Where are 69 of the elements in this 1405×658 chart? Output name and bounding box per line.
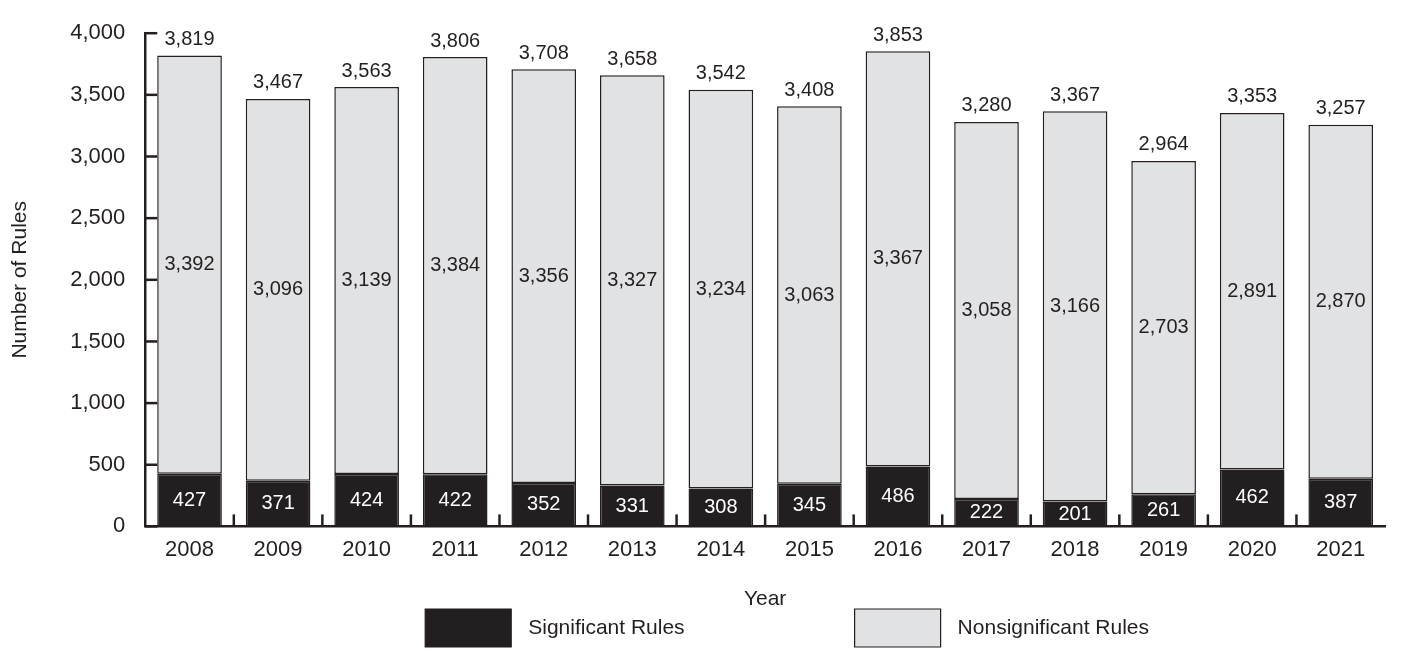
x-tick-label: 2013 <box>607 535 657 561</box>
data-label: 424 <box>349 487 384 510</box>
data-label: 345 <box>792 492 827 515</box>
total-label: 3,542 <box>695 61 746 84</box>
total-label: 3,853 <box>872 22 923 45</box>
data-label: 3,384 <box>430 253 481 276</box>
legend-label: Nonsignificant Rules <box>957 614 1150 638</box>
total-label: 3,658 <box>607 46 658 69</box>
y-tick-label: 4,000 <box>70 19 126 45</box>
data-label: 3,367 <box>872 246 923 269</box>
x-tick-label: 2014 <box>696 535 746 561</box>
total-label: 2,964 <box>1138 132 1189 155</box>
data-label: 222 <box>969 500 1004 523</box>
x-tick-label: 2016 <box>873 535 923 561</box>
data-label: 352 <box>527 492 561 515</box>
data-label: 3,234 <box>695 276 746 299</box>
y-tick-label: 1,000 <box>70 389 126 415</box>
total-label: 3,806 <box>430 28 481 51</box>
data-label: 2,703 <box>1138 315 1189 338</box>
y-tick-label: 3,500 <box>70 80 126 106</box>
y-axis-title: Number of Rules <box>7 201 31 359</box>
x-tick-label: 2018 <box>1050 535 1100 561</box>
x-axis-title: Year <box>743 586 787 610</box>
data-label: 201 <box>1058 501 1092 524</box>
data-label: 3,063 <box>784 282 835 305</box>
data-label: 462 <box>1235 485 1269 508</box>
data-label: 427 <box>172 487 207 510</box>
data-label: 422 <box>438 487 472 510</box>
total-label: 3,367 <box>1050 82 1101 105</box>
data-label: 486 <box>881 483 915 506</box>
data-label: 2,891 <box>1227 278 1278 301</box>
data-label: 308 <box>704 494 738 517</box>
x-tick-label: 2012 <box>519 535 569 561</box>
y-tick-label: 1,500 <box>70 327 126 353</box>
legend-label: Significant Rules <box>528 614 685 638</box>
data-label: 261 <box>1146 497 1181 520</box>
y-tick-label: 2,500 <box>70 204 126 230</box>
y-tick-label: 500 <box>88 450 126 476</box>
x-tick-label: 2008 <box>165 535 215 561</box>
total-label: 3,408 <box>784 77 835 100</box>
data-label: 3,327 <box>607 267 658 290</box>
x-tick-label: 2019 <box>1139 535 1189 561</box>
total-label: 3,257 <box>1315 96 1366 119</box>
data-label: 3,392 <box>164 252 215 275</box>
total-label: 3,708 <box>518 40 569 63</box>
x-tick-label: 2010 <box>342 535 392 561</box>
data-label: 2,870 <box>1315 289 1366 312</box>
data-label: 3,096 <box>253 277 304 300</box>
data-label: 371 <box>261 491 295 514</box>
data-label: 3,139 <box>341 268 392 291</box>
x-tick-label: 2011 <box>431 535 479 561</box>
total-label: 3,819 <box>164 27 215 50</box>
x-tick-label: 2020 <box>1227 535 1277 561</box>
total-label: 3,280 <box>961 93 1012 116</box>
y-tick-label: 2,000 <box>70 265 126 291</box>
x-tick-label: 2021 <box>1316 535 1366 561</box>
x-tick-label: 2015 <box>784 535 834 561</box>
x-tick-label: 2017 <box>962 535 1011 561</box>
data-label: 3,166 <box>1050 293 1101 316</box>
total-label: 3,353 <box>1227 84 1278 107</box>
data-label: 3,356 <box>518 263 569 286</box>
data-label: 3,058 <box>961 298 1012 321</box>
total-label: 3,467 <box>253 70 304 93</box>
y-tick-label: 0 <box>113 512 126 538</box>
x-tick-label: 2009 <box>253 535 303 561</box>
data-label: 331 <box>615 493 649 516</box>
data-label: 387 <box>1324 490 1358 513</box>
y-tick-label: 3,000 <box>70 142 126 168</box>
total-label: 3,563 <box>341 58 392 81</box>
